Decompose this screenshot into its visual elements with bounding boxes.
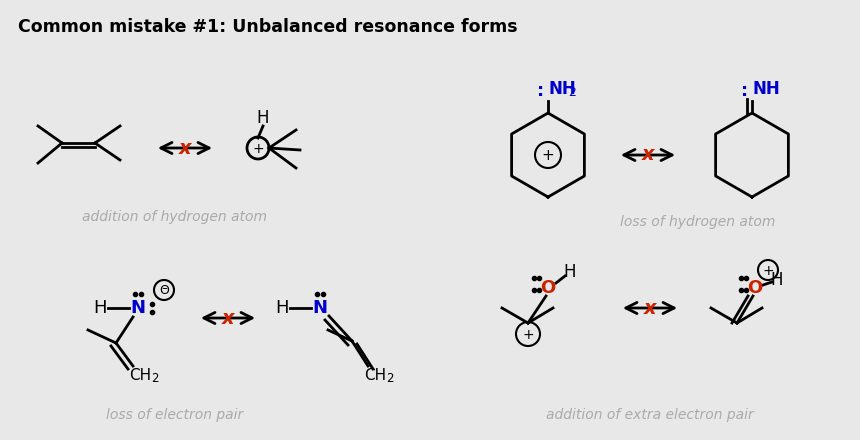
Text: Common mistake #1: Unbalanced resonance forms: Common mistake #1: Unbalanced resonance … (18, 18, 518, 36)
Text: H: H (564, 263, 576, 281)
Text: +: + (542, 148, 555, 164)
Text: 2: 2 (151, 371, 158, 385)
Text: NH: NH (548, 80, 575, 98)
Text: 2: 2 (386, 371, 394, 385)
Text: x: x (643, 298, 656, 318)
Text: +: + (252, 142, 264, 156)
Text: addition of hydrogen atom: addition of hydrogen atom (83, 210, 267, 224)
Text: O: O (540, 279, 556, 297)
Text: +: + (762, 264, 774, 278)
Text: H: H (275, 299, 289, 317)
Text: x: x (222, 308, 234, 327)
Text: x: x (179, 139, 191, 158)
Text: H: H (771, 271, 783, 289)
Text: CH: CH (364, 367, 386, 382)
Text: +: + (522, 328, 534, 342)
Text: O: O (747, 279, 763, 297)
Text: :: : (537, 82, 544, 100)
Text: loss of electron pair: loss of electron pair (107, 408, 243, 422)
Text: N: N (312, 299, 328, 317)
Text: :: : (740, 82, 748, 100)
Text: 2: 2 (568, 87, 576, 99)
Text: N: N (131, 299, 145, 317)
Text: H: H (257, 109, 269, 127)
Text: x: x (642, 146, 654, 165)
Text: NH: NH (752, 80, 780, 98)
Text: loss of hydrogen atom: loss of hydrogen atom (620, 215, 776, 229)
Text: H: H (93, 299, 107, 317)
Text: CH: CH (129, 367, 151, 382)
Text: Θ: Θ (159, 285, 169, 297)
Text: addition of extra electron pair: addition of extra electron pair (546, 408, 754, 422)
